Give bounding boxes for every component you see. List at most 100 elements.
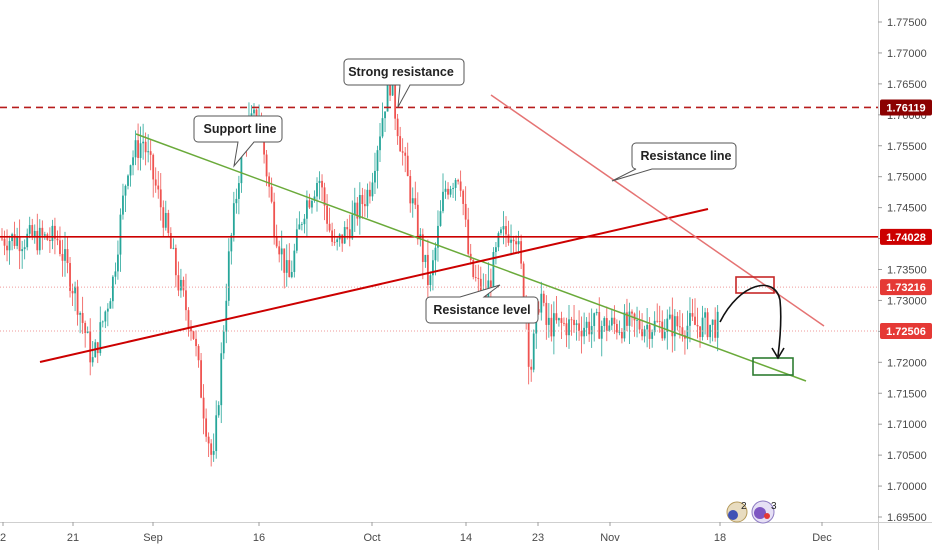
candle-body (570, 319, 573, 321)
earnings-badge: 3 (771, 501, 777, 512)
candle-body (23, 247, 26, 250)
candle-body (79, 313, 82, 315)
candle-body (195, 338, 197, 347)
candle-body (613, 317, 616, 324)
candle-body (295, 229, 298, 251)
price-tick-label: 1.70000 (887, 481, 927, 493)
candle-body (449, 188, 452, 195)
candle-body (159, 189, 162, 208)
candle-body (495, 247, 497, 253)
candle-body (64, 249, 66, 261)
candle-body (552, 313, 555, 337)
candle-body (336, 239, 339, 243)
candle-body (532, 333, 535, 370)
candle-body (51, 225, 54, 242)
entry-zone-box[interactable] (735, 276, 775, 294)
candle-body (323, 187, 326, 206)
candle-body (326, 205, 328, 224)
candle-body (26, 233, 29, 248)
candle-body (706, 312, 709, 338)
candle-body (210, 443, 213, 455)
candle-body (318, 180, 321, 183)
earnings-icon[interactable]: 3 (751, 500, 777, 524)
callout-label: Resistance level (433, 303, 530, 317)
candle-body (406, 155, 409, 177)
candle-body (633, 313, 636, 321)
candle-body (200, 360, 202, 398)
projection-arrow (719, 284, 782, 357)
candle-body (48, 239, 51, 242)
price-tags: 1.76119 1.74028 1.73216 1.72506 (880, 99, 932, 340)
price-tag (880, 99, 932, 116)
candle-body (28, 225, 31, 234)
candle-body (603, 318, 606, 327)
resistance-trendline[interactable] (490, 94, 825, 327)
candle-body (716, 311, 719, 338)
callout-strong-resistance[interactable]: Strong resistance (343, 58, 465, 108)
candle-body (547, 317, 550, 325)
candle-body (177, 275, 180, 291)
candle-body (507, 234, 510, 243)
price-tick-label: 1.77500 (887, 17, 927, 29)
price-tick-label: 1.70500 (887, 450, 927, 462)
candle-body (167, 212, 170, 234)
candle-body (689, 313, 691, 326)
candle-body (86, 331, 89, 333)
candle-body (273, 201, 276, 237)
price-tag (880, 279, 932, 296)
candle-body (230, 235, 233, 252)
candle-body (293, 250, 296, 272)
time-axis[interactable]: 2 21 Sep 16 Oct 14 23 Nov 18 Dec (0, 522, 832, 544)
candle-body (414, 198, 417, 205)
candle-body (333, 241, 336, 243)
callout-resistance-line[interactable]: Resistance line (611, 142, 737, 182)
price-axis[interactable]: 1.775001.770001.765001.760001.755001.750… (878, 17, 927, 524)
candle-body (628, 311, 631, 326)
candle-body (185, 290, 187, 311)
candle-body (560, 318, 563, 323)
candle-body (391, 82, 394, 96)
candle-body (673, 316, 676, 337)
support-trendline[interactable] (135, 133, 807, 382)
candle-body (285, 260, 288, 273)
candle-body (394, 82, 397, 119)
price-tick-label: 1.76500 (887, 79, 927, 91)
candle-body (101, 321, 104, 323)
calendar-events-icon[interactable]: 2 (726, 501, 748, 523)
candle-body (558, 318, 560, 321)
candle-body (154, 179, 157, 186)
candle-body (316, 182, 318, 197)
candle-body (399, 136, 402, 152)
plot-area[interactable] (0, 0, 878, 522)
candle-body (648, 324, 651, 339)
candle-body (169, 233, 172, 249)
candle-body (139, 143, 142, 158)
price-tick-label: 1.69500 (887, 512, 927, 524)
candle-body (89, 331, 92, 363)
candle-body (512, 239, 515, 242)
price-tag-label: 1.76119 (886, 102, 925, 114)
candle-body (144, 141, 147, 153)
candle-body (515, 241, 517, 245)
candle-body (109, 301, 112, 309)
candle-body (527, 318, 530, 367)
candle-body (227, 251, 230, 301)
candle-body (699, 326, 701, 338)
candle-body (573, 319, 575, 326)
candle-body (530, 366, 533, 370)
candle-body (129, 165, 132, 176)
candle-body (663, 331, 666, 339)
candle-body (711, 319, 714, 325)
candle-body (439, 211, 442, 226)
candle-body (142, 141, 145, 144)
price-tag-label: 1.73216 (886, 282, 926, 294)
callout-resistance-level[interactable]: Resistance level (425, 284, 539, 324)
callout-support-line[interactable]: Support line (193, 115, 283, 168)
rising-trendline[interactable] (39, 208, 709, 363)
candle-body (510, 239, 512, 243)
candle-body (540, 293, 543, 313)
candlestick-series (1, 64, 719, 467)
target-zone-box[interactable] (752, 357, 794, 376)
callout-label: Resistance line (640, 149, 731, 163)
